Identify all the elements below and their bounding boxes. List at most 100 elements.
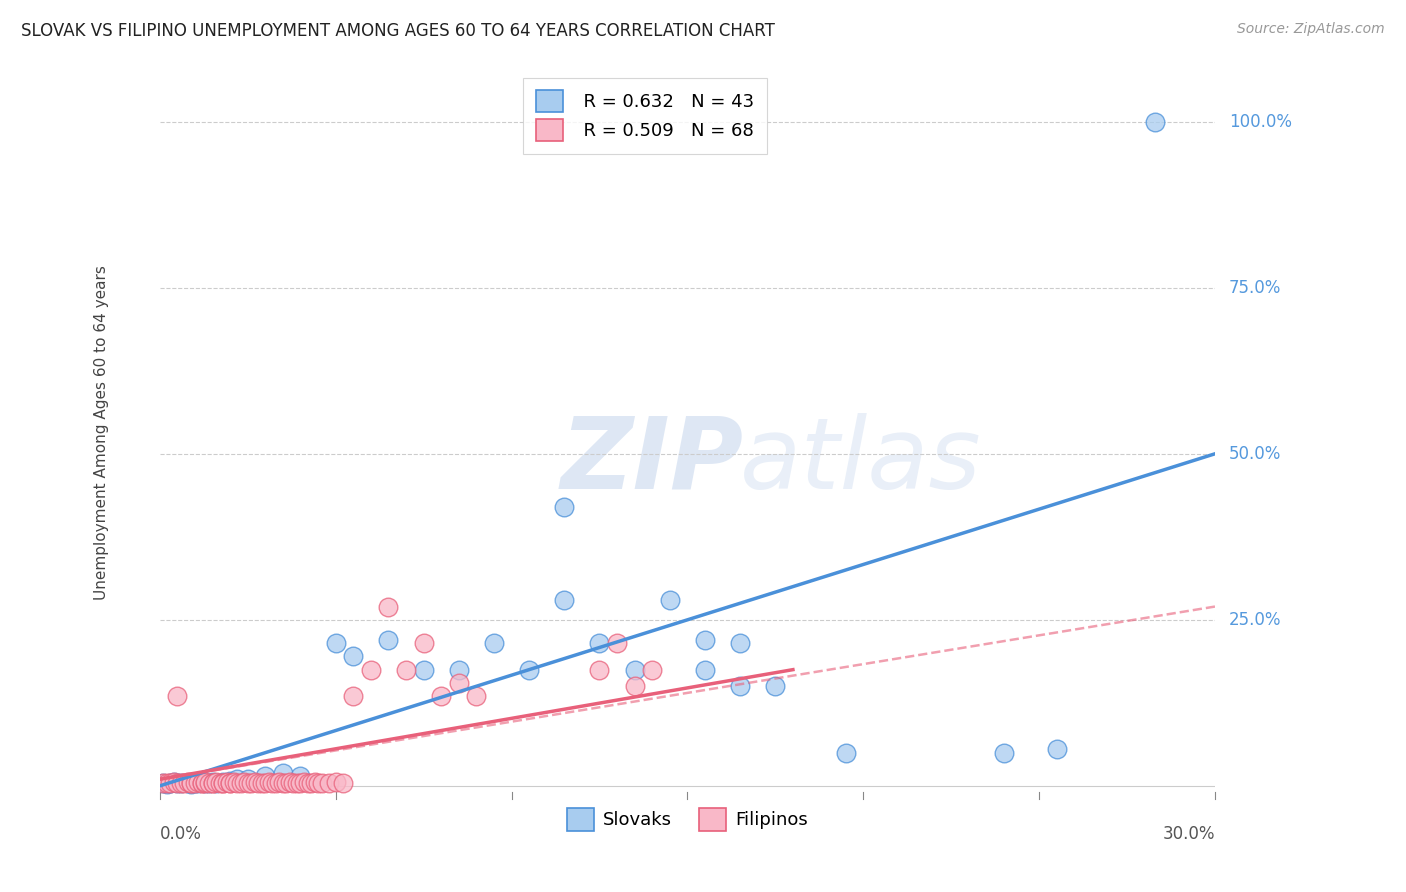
Point: [658, 593, 681, 607]
Point: [623, 663, 645, 677]
Point: [240, 776, 263, 790]
Point: [553, 593, 575, 607]
Point: [412, 663, 434, 677]
Point: [641, 663, 664, 677]
Point: [222, 775, 245, 789]
Point: [465, 690, 488, 704]
Point: [447, 676, 470, 690]
Point: [623, 679, 645, 693]
Point: [264, 776, 287, 790]
Point: [184, 775, 207, 789]
Point: [194, 775, 217, 789]
Point: [180, 777, 202, 791]
Point: [236, 772, 259, 787]
Point: [269, 775, 291, 789]
Point: [290, 769, 312, 783]
Text: 0.0%: 0.0%: [160, 825, 201, 843]
Point: [201, 775, 224, 789]
Point: [205, 775, 228, 789]
Point: [156, 777, 179, 791]
Point: [517, 663, 540, 677]
Point: [482, 636, 505, 650]
Point: [215, 775, 238, 789]
Point: [219, 773, 242, 788]
Point: [219, 775, 242, 789]
Point: [208, 775, 231, 789]
Point: [395, 663, 418, 677]
Point: [278, 775, 301, 789]
Point: [1046, 742, 1069, 756]
Text: Unemployment Among Ages 60 to 64 years: Unemployment Among Ages 60 to 64 years: [94, 265, 110, 599]
Point: [187, 775, 209, 789]
Point: [247, 775, 270, 789]
Point: [243, 775, 266, 789]
Point: [152, 775, 174, 789]
Point: [163, 775, 186, 789]
Point: [360, 663, 382, 677]
Point: [187, 776, 209, 790]
Point: [226, 775, 249, 789]
Point: [191, 775, 214, 789]
Point: [194, 775, 217, 789]
Point: [342, 649, 364, 664]
Text: Source: ZipAtlas.com: Source: ZipAtlas.com: [1237, 22, 1385, 37]
Point: [588, 663, 610, 677]
Point: [257, 775, 280, 789]
Text: 75.0%: 75.0%: [1229, 278, 1281, 297]
Point: [993, 746, 1015, 760]
Point: [254, 775, 277, 789]
Point: [229, 776, 252, 790]
Point: [412, 636, 434, 650]
Point: [290, 775, 312, 789]
Point: [201, 775, 224, 789]
Point: [553, 500, 575, 514]
Point: [325, 775, 347, 789]
Point: [318, 775, 340, 789]
Point: [763, 679, 786, 693]
Point: [166, 775, 188, 789]
Point: [226, 772, 249, 787]
Text: ZIP: ZIP: [561, 413, 744, 509]
Legend: Slovaks, Filipinos: Slovaks, Filipinos: [560, 801, 815, 838]
Point: [170, 776, 193, 790]
Point: [276, 776, 298, 790]
Point: [342, 690, 364, 704]
Point: [194, 775, 217, 789]
Text: atlas: atlas: [740, 413, 981, 509]
Point: [198, 775, 221, 789]
Point: [292, 775, 315, 789]
Point: [693, 632, 716, 647]
Point: [184, 775, 207, 789]
Point: [212, 775, 235, 789]
Point: [728, 636, 751, 650]
Point: [205, 775, 228, 789]
Text: SLOVAK VS FILIPINO UNEMPLOYMENT AMONG AGES 60 TO 64 YEARS CORRELATION CHART: SLOVAK VS FILIPINO UNEMPLOYMENT AMONG AG…: [21, 22, 775, 40]
Point: [271, 765, 294, 780]
Point: [262, 775, 284, 789]
Point: [198, 776, 221, 790]
Text: 30.0%: 30.0%: [1163, 825, 1215, 843]
Point: [447, 663, 470, 677]
Point: [325, 636, 347, 650]
Point: [299, 776, 322, 790]
Point: [834, 746, 856, 760]
Point: [254, 769, 277, 783]
Point: [166, 690, 188, 704]
Text: 100.0%: 100.0%: [1229, 112, 1292, 130]
Point: [212, 776, 235, 790]
Point: [430, 690, 453, 704]
Point: [304, 775, 326, 789]
Point: [191, 776, 214, 790]
Point: [166, 775, 188, 789]
Point: [693, 663, 716, 677]
Point: [588, 636, 610, 650]
Point: [180, 776, 202, 790]
Point: [152, 775, 174, 789]
Point: [285, 776, 308, 790]
Point: [219, 776, 242, 790]
Point: [728, 679, 751, 693]
Point: [297, 775, 319, 789]
Point: [332, 775, 354, 789]
Text: 50.0%: 50.0%: [1229, 445, 1281, 463]
Text: 25.0%: 25.0%: [1229, 611, 1282, 629]
